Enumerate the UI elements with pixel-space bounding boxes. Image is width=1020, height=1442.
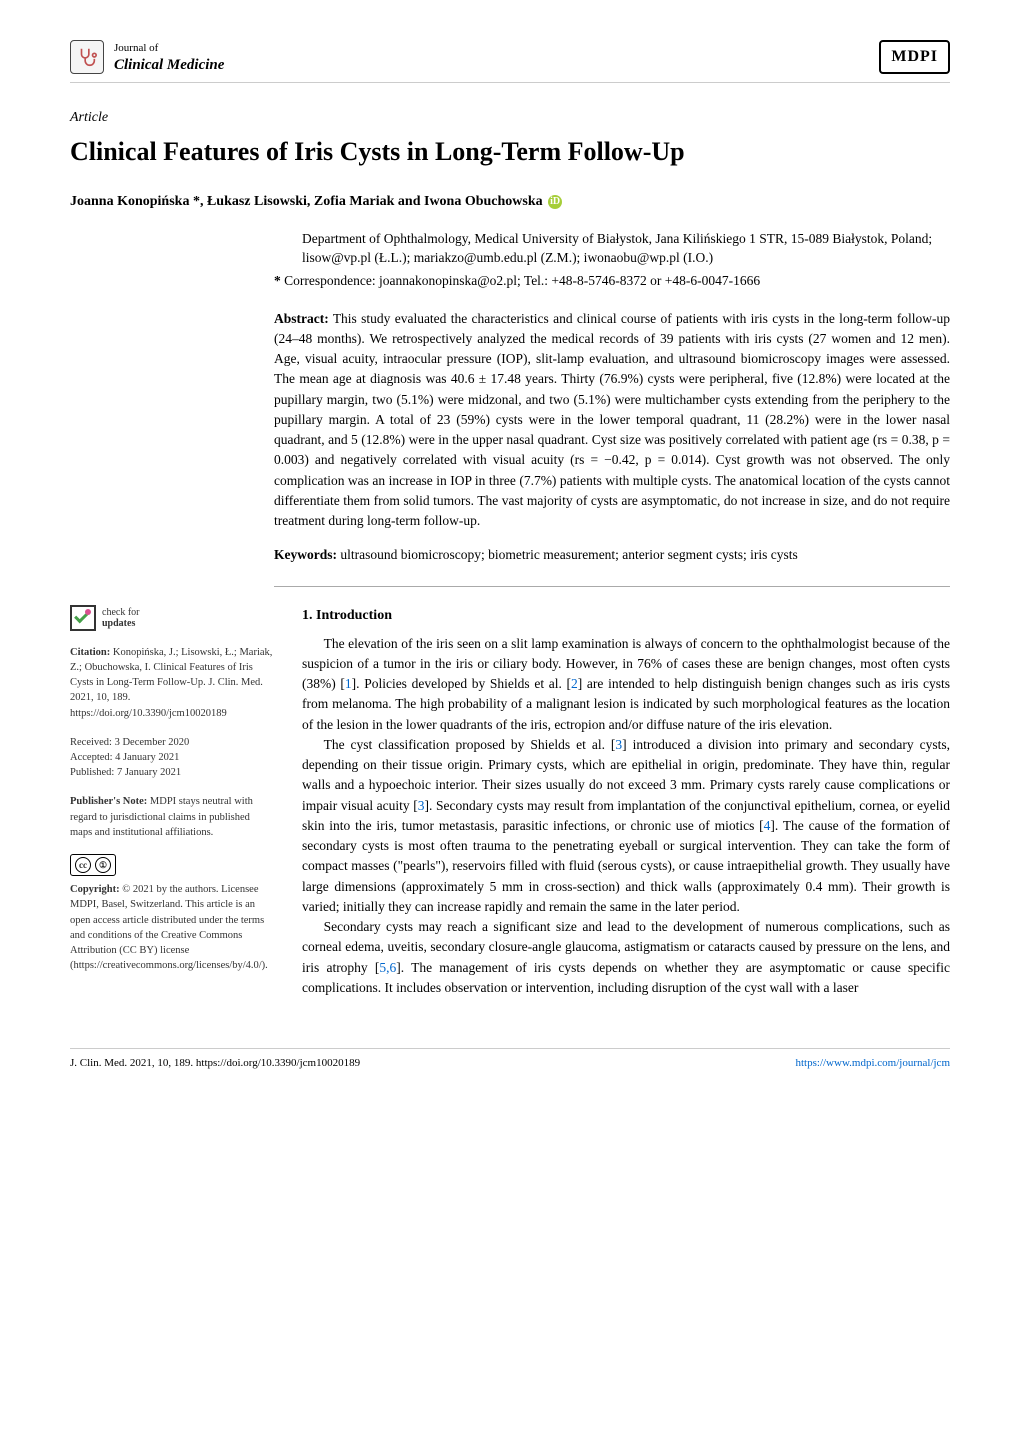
affiliation: Department of Ophthalmology, Medical Uni…	[274, 230, 950, 268]
keywords: Keywords: ultrasound biomicroscopy; biom…	[274, 545, 950, 565]
orcid-icon[interactable]: iD	[548, 195, 562, 209]
abstract: Abstract: This study evaluated the chara…	[274, 309, 950, 532]
accepted-date: Accepted: 4 January 2021	[70, 750, 274, 765]
check-updates-icon	[70, 605, 96, 631]
divider	[274, 586, 950, 587]
cc-by-icon[interactable]: cc ①	[70, 854, 116, 876]
authors-text: Joanna Konopińska *, Łukasz Lisowski, Zo…	[70, 194, 543, 209]
corr-star: *	[274, 273, 281, 288]
correspondence: * Correspondence: joannakonopinska@o2.pl…	[274, 272, 950, 291]
corr-text: Correspondence: joannakonopinska@o2.pl; …	[284, 273, 760, 288]
publishers-note-block: Publisher's Note: MDPI stays neutral wit…	[70, 794, 274, 840]
mdpi-logo: MDPI	[879, 40, 950, 74]
two-column-body: check for updates Citation: Konopińska, …	[70, 605, 950, 999]
citation-label: Citation:	[70, 647, 110, 658]
check-updates-text: check for updates	[102, 607, 139, 629]
page-footer: J. Clin. Med. 2021, 10, 189. https://doi…	[70, 1048, 950, 1072]
note-label: Publisher's Note:	[70, 796, 147, 807]
intro-p1: The elevation of the iris seen on a slit…	[302, 634, 950, 735]
abstract-label: Abstract:	[274, 311, 329, 326]
article-title: Clinical Features of Iris Cysts in Long-…	[70, 132, 950, 171]
section-1-heading: 1. Introduction	[302, 605, 950, 626]
copyright-text: © 2021 by the authors. Licensee MDPI, Ba…	[70, 884, 268, 971]
sidebar: check for updates Citation: Konopińska, …	[70, 605, 274, 988]
cc-icon: cc	[75, 857, 91, 873]
journal-subtitle: Journal of	[114, 42, 158, 54]
by-icon: ①	[95, 857, 111, 873]
intro-p2: The cyst classification proposed by Shie…	[302, 735, 950, 917]
authors-line: Joanna Konopińska *, Łukasz Lisowski, Zo…	[70, 191, 950, 212]
journal-logo: Journal of Clinical Medicine	[70, 40, 224, 74]
footer-right-link[interactable]: https://www.mdpi.com/journal/jcm	[796, 1055, 951, 1072]
footer-left: J. Clin. Med. 2021, 10, 189. https://doi…	[70, 1055, 360, 1072]
top-bar: Journal of Clinical Medicine MDPI	[70, 40, 950, 83]
check-updates-badge[interactable]: check for updates	[70, 605, 274, 631]
intro-p3: Secondary cysts may reach a significant …	[302, 917, 950, 998]
journal-name: Journal of Clinical Medicine	[114, 40, 224, 73]
check-line1: check for	[102, 607, 139, 618]
dates-block: Received: 3 December 2020 Accepted: 4 Ja…	[70, 735, 274, 781]
stethoscope-icon	[70, 40, 104, 74]
copyright-label: Copyright:	[70, 884, 120, 895]
license-block: cc ① Copyright: © 2021 by the authors. L…	[70, 854, 274, 973]
published-date: Published: 7 January 2021	[70, 765, 274, 780]
check-line2: updates	[102, 618, 139, 629]
keywords-label: Keywords:	[274, 547, 337, 562]
journal-main-name: Clinical Medicine	[114, 57, 224, 73]
citation-block: Citation: Konopińska, J.; Lisowski, Ł.; …	[70, 645, 274, 721]
received-date: Received: 3 December 2020	[70, 735, 274, 750]
abstract-text: This study evaluated the characteristics…	[274, 311, 950, 529]
main-content: 1. Introduction The elevation of the iri…	[302, 605, 950, 999]
article-type: Article	[70, 107, 950, 128]
keywords-text: ultrasound biomicroscopy; biometric meas…	[340, 547, 797, 562]
